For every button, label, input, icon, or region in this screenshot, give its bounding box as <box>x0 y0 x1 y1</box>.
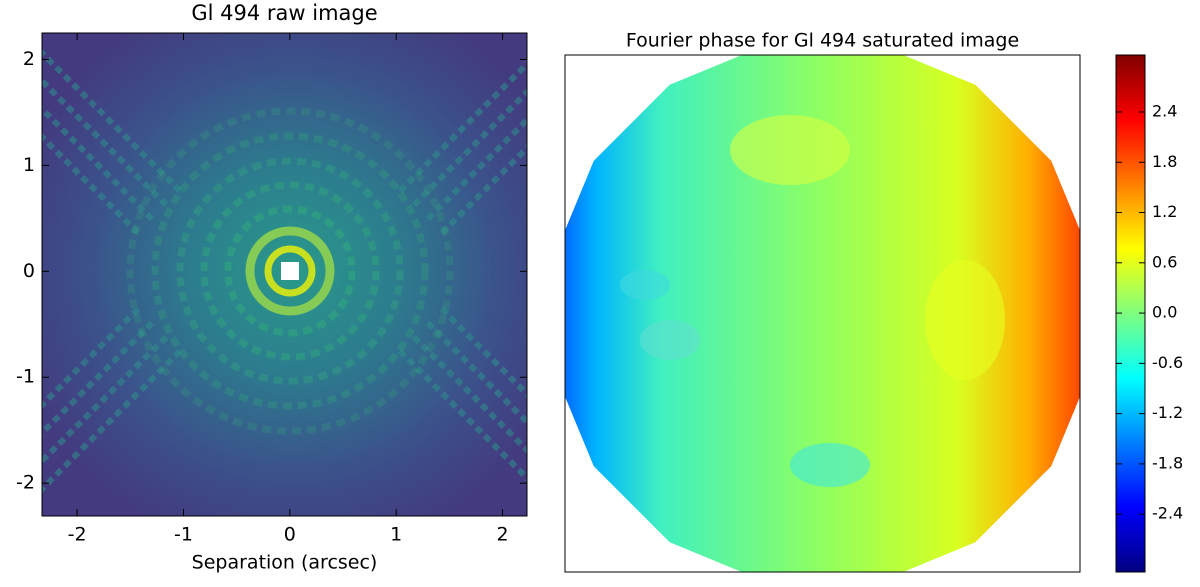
phase-feature <box>620 270 670 300</box>
diffraction-spike <box>42 334 169 466</box>
phase-panel: Fourier phase for Gl 494 saturated image… <box>564 30 1183 573</box>
diffraction-spike <box>411 87 527 208</box>
colorbar-tick-label: -2.4 <box>1152 504 1183 523</box>
colorbar-tick-label: -0.6 <box>1152 353 1183 372</box>
diffraction-spike <box>397 348 527 483</box>
x-tick-label: 0 <box>284 524 296 546</box>
axes-frame <box>41 32 528 517</box>
phase-feature <box>640 320 700 360</box>
phase-map <box>565 55 1080 572</box>
diffraction-spike <box>425 320 527 427</box>
diffraction-spike <box>42 132 141 236</box>
diffraction-spike <box>439 143 527 236</box>
x-tick-label: 2 <box>496 524 508 546</box>
y-tick-label: -2 <box>16 472 35 494</box>
core-ring <box>264 245 316 297</box>
airy-ring <box>176 157 404 385</box>
phase-feature <box>925 260 1005 380</box>
colorbar-tick-label: 1.2 <box>1152 202 1177 221</box>
y-tick-label: 2 <box>23 48 35 70</box>
x-tick-label: -1 <box>174 524 193 546</box>
phase-feature <box>730 115 850 185</box>
phase-pupil <box>565 55 1080 572</box>
airy-ring <box>245 226 335 316</box>
phase-feature <box>790 443 870 487</box>
x-tick-label: -2 <box>68 524 87 546</box>
diffraction-spike <box>439 306 527 399</box>
diffraction-spike <box>42 348 183 494</box>
x-axis-label: Separation (arcsec) <box>192 552 378 574</box>
colorbar-tick-label: 2.4 <box>1152 101 1177 120</box>
colorbar-tick-label: -1.8 <box>1152 453 1183 472</box>
y-tick-label: 1 <box>23 154 35 176</box>
diffraction-spike <box>425 115 527 222</box>
diffraction-spike <box>42 104 155 222</box>
chart-title: Fourier phase for Gl 494 saturated image <box>626 30 1019 52</box>
colorbar-tick-label: 0.0 <box>1152 303 1177 322</box>
colorbar-tick-label: 0.6 <box>1152 252 1177 271</box>
y-tick-label: 0 <box>23 260 35 282</box>
diffraction-spike <box>42 306 141 410</box>
y-tick-label: -1 <box>16 366 35 388</box>
airy-ring <box>151 132 429 410</box>
x-tick-label: 1 <box>390 524 402 546</box>
airy-ring <box>200 181 380 361</box>
diffraction-spike <box>42 320 155 438</box>
diffraction-spike <box>411 334 527 455</box>
diffraction-spike <box>42 76 169 208</box>
diffraction-spike <box>42 48 183 194</box>
image-pattern <box>42 48 527 494</box>
airy-ring <box>224 205 356 337</box>
diffraction-spike <box>397 59 527 194</box>
axes-frame <box>564 54 1081 573</box>
chart-title: Gl 494 raw image <box>191 1 377 25</box>
colorbar-tick-label: 1.8 <box>1152 152 1177 171</box>
core <box>281 262 299 280</box>
colorbar-tick-label: -1.2 <box>1152 403 1183 422</box>
airy-ring <box>126 107 454 435</box>
raw-image-panel: Gl 494 raw image Separation (arcsec) -2 -1 0… <box>16 1 528 574</box>
